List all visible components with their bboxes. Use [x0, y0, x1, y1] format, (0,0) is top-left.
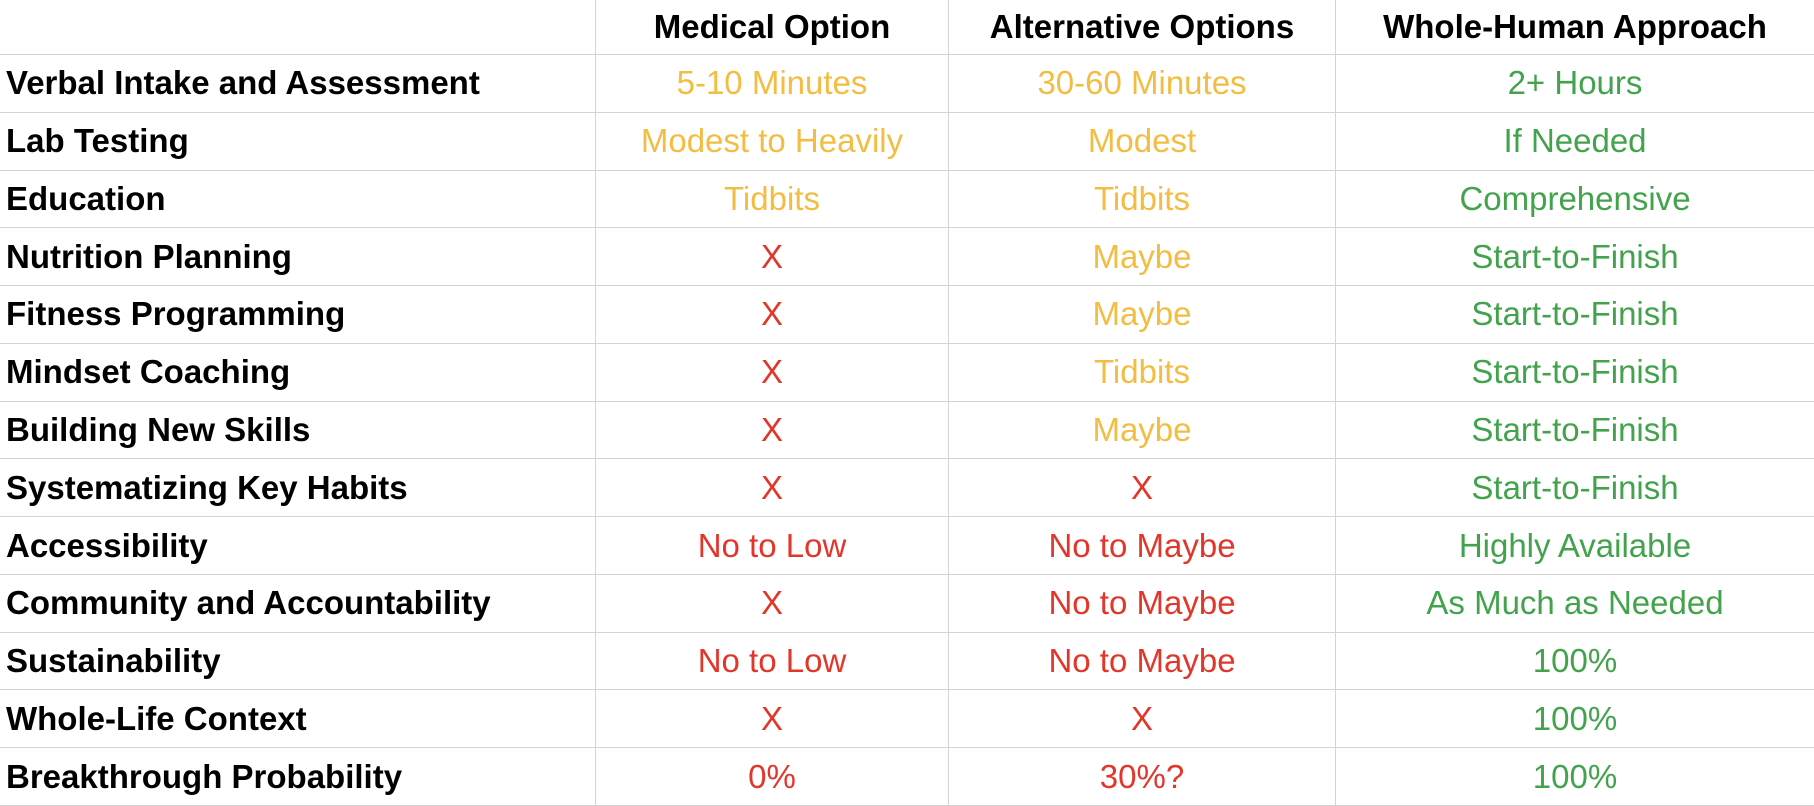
row-label: Community and Accountability [0, 574, 596, 633]
table-cell: Start-to-Finish [1336, 228, 1814, 287]
table-cell: Tidbits [949, 343, 1336, 402]
table-cell: If Needed [1336, 113, 1814, 171]
table-cell: Start-to-Finish [1336, 344, 1814, 402]
column-header: Alternative Options [949, 0, 1336, 55]
row-label: Breakthrough Probability [0, 748, 596, 806]
row-label: Whole-Life Context [0, 690, 596, 749]
table-cell: No to Maybe [949, 632, 1336, 691]
table-cell: Highly Available [1336, 517, 1814, 575]
table-cell: Modest to Heavily [596, 112, 949, 171]
table-cell: No to Maybe [949, 574, 1336, 633]
table-cell: X [596, 459, 949, 518]
table-cell: Maybe [949, 228, 1336, 287]
table-cell: Comprehensive [1336, 171, 1814, 229]
row-label: Mindset Coaching [0, 343, 596, 402]
row-label: Fitness Programming [0, 286, 596, 344]
row-label: Nutrition Planning [0, 228, 596, 287]
table-cell: 2+ Hours [1336, 55, 1814, 113]
table-cell: 5-10 Minutes [596, 55, 949, 113]
row-label: Accessibility [0, 517, 596, 575]
table-cell: X [596, 690, 949, 749]
table-cell: Maybe [949, 401, 1336, 460]
table-cell: Tidbits [949, 170, 1336, 229]
table-cell: No to Low [596, 632, 949, 691]
table-cell: 100% [1336, 690, 1814, 749]
table-cell: X [596, 228, 949, 287]
table-cell: X [596, 574, 949, 633]
table-cell: X [596, 343, 949, 402]
table-cell: X [596, 286, 949, 344]
table-cell: 0% [596, 748, 949, 806]
row-label: Lab Testing [0, 112, 596, 171]
table-cell: Start-to-Finish [1336, 286, 1814, 344]
table-cell: X [949, 690, 1336, 749]
table-cell: As Much as Needed [1336, 575, 1814, 633]
table-cell: 100% [1336, 633, 1814, 691]
table-cell: Tidbits [596, 170, 949, 229]
column-header: Whole-Human Approach [1336, 0, 1814, 55]
row-label: Building New Skills [0, 401, 596, 460]
row-label: Systematizing Key Habits [0, 459, 596, 518]
table-cell: Modest [949, 112, 1336, 171]
table-cell: Maybe [949, 286, 1336, 344]
table-cell: 100% [1336, 748, 1814, 806]
table-cell: X [596, 401, 949, 460]
table-cell: 30%? [949, 748, 1336, 806]
table-cell: No to Maybe [949, 517, 1336, 575]
table-cell: Start-to-Finish [1336, 459, 1814, 518]
column-header: Medical Option [596, 0, 949, 55]
table-cell: Start-to-Finish [1336, 402, 1814, 460]
row-label: Sustainability [0, 632, 596, 691]
row-label: Education [0, 170, 596, 229]
table-cell: 30-60 Minutes [949, 55, 1336, 113]
corner-cell [0, 0, 596, 55]
table-cell: X [949, 459, 1336, 518]
table-cell: No to Low [596, 517, 949, 575]
row-label: Verbal Intake and Assessment [0, 55, 596, 113]
